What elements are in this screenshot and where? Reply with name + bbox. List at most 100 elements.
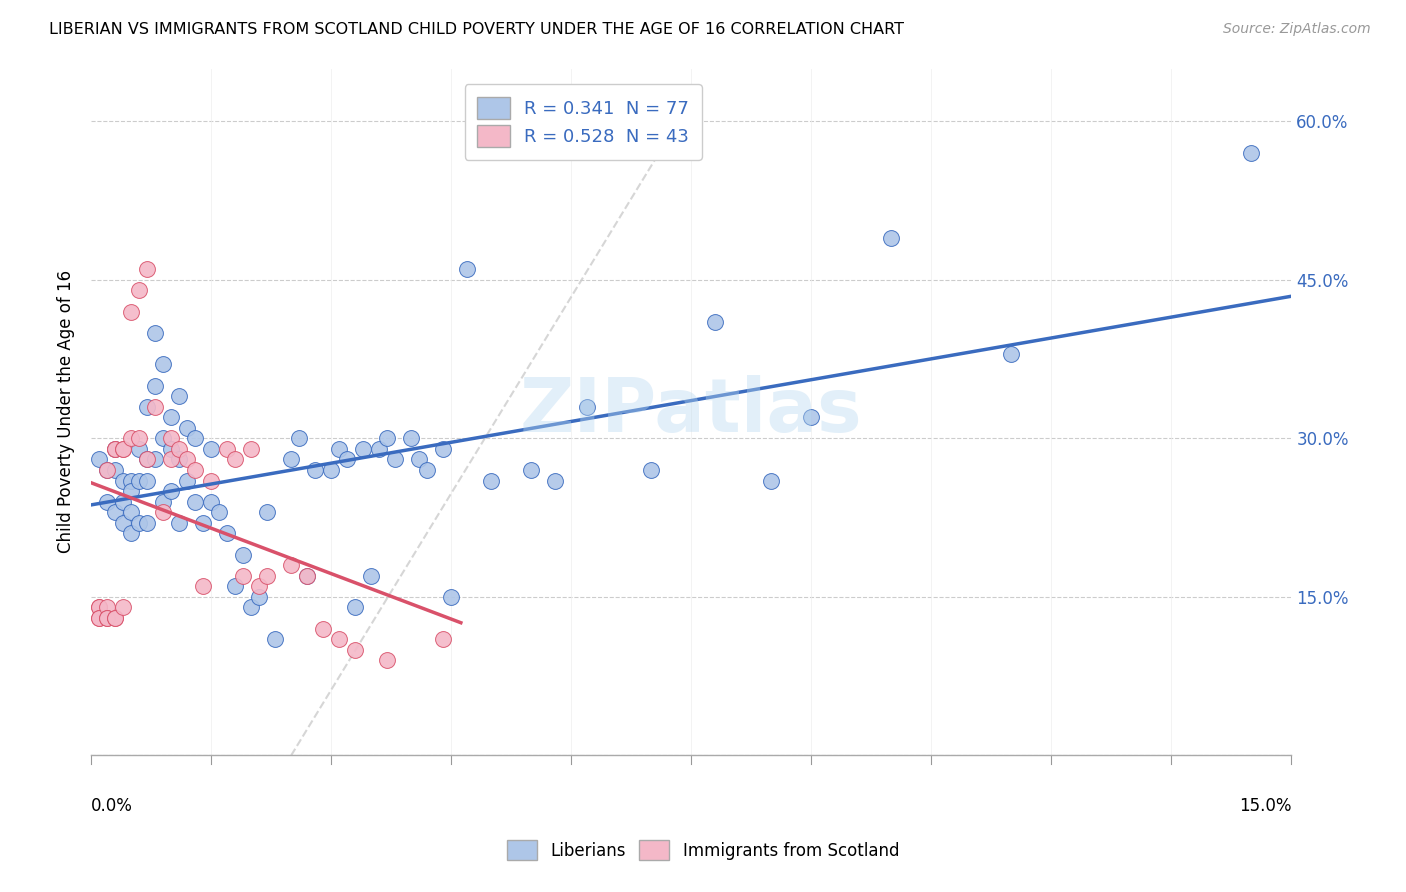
Text: Source: ZipAtlas.com: Source: ZipAtlas.com <box>1223 22 1371 37</box>
Point <box>120 526 142 541</box>
Point <box>576 400 599 414</box>
Point <box>104 611 127 625</box>
Point <box>520 463 543 477</box>
Point <box>479 474 502 488</box>
Point <box>256 568 278 582</box>
Point <box>224 452 246 467</box>
Point <box>104 442 127 456</box>
Point <box>256 505 278 519</box>
Point <box>167 452 190 467</box>
Point <box>120 304 142 318</box>
Point <box>152 431 174 445</box>
Point <box>328 632 350 646</box>
Point <box>104 505 127 519</box>
Point <box>89 600 111 615</box>
Point <box>160 431 183 445</box>
Text: 15.0%: 15.0% <box>1239 797 1292 814</box>
Point <box>128 431 150 445</box>
Point <box>440 590 463 604</box>
Point <box>224 579 246 593</box>
Point <box>328 442 350 456</box>
Point <box>344 600 367 615</box>
Point <box>321 463 343 477</box>
Point <box>128 442 150 456</box>
Point <box>544 474 567 488</box>
Point <box>104 442 127 456</box>
Point <box>800 410 823 425</box>
Point <box>104 463 127 477</box>
Point <box>112 600 135 615</box>
Point <box>96 611 118 625</box>
Point <box>96 495 118 509</box>
Point <box>304 463 326 477</box>
Point <box>456 262 478 277</box>
Point <box>200 495 222 509</box>
Point <box>167 516 190 530</box>
Point <box>136 400 159 414</box>
Point <box>761 474 783 488</box>
Point <box>112 442 135 456</box>
Point <box>208 505 231 519</box>
Text: 0.0%: 0.0% <box>91 797 134 814</box>
Point <box>232 568 254 582</box>
Point <box>312 622 335 636</box>
Point <box>136 452 159 467</box>
Point <box>352 442 374 456</box>
Point <box>344 642 367 657</box>
Text: ZIPatlas: ZIPatlas <box>520 376 863 449</box>
Point <box>152 505 174 519</box>
Point <box>336 452 359 467</box>
Point <box>128 284 150 298</box>
Point <box>1240 146 1263 161</box>
Point <box>143 400 166 414</box>
Point <box>89 611 111 625</box>
Point <box>128 474 150 488</box>
Y-axis label: Child Poverty Under the Age of 16: Child Poverty Under the Age of 16 <box>58 270 75 554</box>
Point <box>112 474 135 488</box>
Point <box>120 431 142 445</box>
Point <box>89 600 111 615</box>
Point <box>89 452 111 467</box>
Point <box>112 442 135 456</box>
Point <box>280 452 302 467</box>
Point <box>120 474 142 488</box>
Point <box>408 452 430 467</box>
Point <box>160 410 183 425</box>
Point <box>399 431 422 445</box>
Point <box>136 516 159 530</box>
Point <box>136 262 159 277</box>
Point <box>152 495 174 509</box>
Point <box>416 463 439 477</box>
Point <box>128 516 150 530</box>
Point <box>160 442 183 456</box>
Point <box>295 568 318 582</box>
Point <box>160 452 183 467</box>
Point <box>184 463 207 477</box>
Point <box>232 548 254 562</box>
Point <box>104 442 127 456</box>
Point <box>880 230 903 244</box>
Point <box>217 442 239 456</box>
Point <box>176 474 198 488</box>
Point <box>247 590 270 604</box>
Point <box>375 431 398 445</box>
Point <box>295 568 318 582</box>
Point <box>288 431 311 445</box>
Point <box>96 463 118 477</box>
Legend: Liberians, Immigrants from Scotland: Liberians, Immigrants from Scotland <box>496 830 910 871</box>
Legend: R = 0.341  N = 77, R = 0.528  N = 43: R = 0.341 N = 77, R = 0.528 N = 43 <box>465 85 702 160</box>
Point <box>368 442 391 456</box>
Point <box>375 653 398 667</box>
Point <box>136 474 159 488</box>
Point <box>143 452 166 467</box>
Point <box>176 452 198 467</box>
Point <box>640 463 662 477</box>
Point <box>384 452 406 467</box>
Point <box>200 474 222 488</box>
Point <box>112 516 135 530</box>
Point <box>280 558 302 573</box>
Point <box>240 442 263 456</box>
Point <box>167 442 190 456</box>
Point <box>184 431 207 445</box>
Point <box>160 484 183 499</box>
